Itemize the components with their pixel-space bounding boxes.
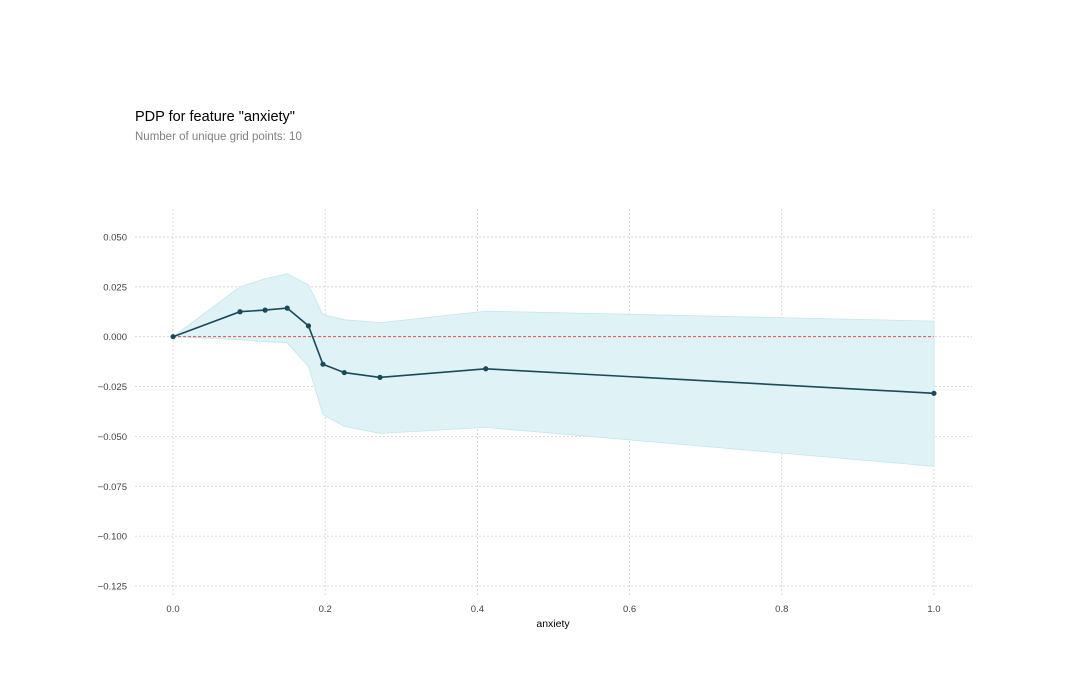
series-points-layer	[170, 305, 937, 396]
x-tick-label: 0.8	[775, 604, 788, 615]
pdp-line	[172, 307, 935, 395]
pdp-point	[320, 361, 326, 367]
pdp-point	[341, 369, 347, 376]
x-tick-label: 0.0	[166, 604, 179, 615]
y-tick-label: −0.100	[98, 532, 127, 543]
chart-subtitle: Number of unique grid points: 10	[135, 131, 302, 143]
confidence-band-layer	[171, 273, 935, 467]
y-tick-label: 0.050	[103, 232, 127, 243]
chart-title: PDP for feature "anxiety"	[135, 109, 295, 125]
y-tick-label: −0.075	[98, 482, 127, 493]
pdp-point	[284, 305, 290, 311]
x-tick-label: 0.2	[319, 604, 332, 615]
x-tick-label: 0.6	[623, 604, 636, 615]
x-tick-label: 0.4	[471, 604, 484, 615]
y-tick-label: 0.025	[103, 282, 127, 293]
y-tick-label: 0.000	[103, 332, 127, 343]
pdp-point	[377, 374, 383, 380]
x-tick-label: 1.0	[927, 604, 940, 615]
x-axis-label: anxiety	[536, 618, 570, 630]
tick-label-layer: 0.0 0.2 0.4 0.6 0.8 1.0 0.050 0.025 0.000 −0.025 −…	[98, 232, 941, 615]
y-tick-label: −0.125	[98, 582, 127, 593]
pdp-point	[237, 309, 243, 315]
confidence-band	[171, 273, 935, 467]
pdp-point	[262, 307, 268, 313]
y-tick-label: −0.025	[98, 382, 127, 393]
pdp-point	[931, 390, 937, 396]
pdp-point	[483, 366, 489, 372]
y-tick-label: −0.050	[98, 432, 127, 443]
pdp-point	[305, 323, 312, 329]
pdp-point	[170, 334, 176, 340]
series-line-layer	[172, 307, 935, 395]
